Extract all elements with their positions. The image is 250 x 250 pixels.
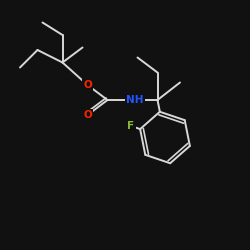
Text: O: O bbox=[83, 80, 92, 90]
Text: O: O bbox=[83, 110, 92, 120]
Text: NH: NH bbox=[126, 95, 144, 105]
Text: F: F bbox=[127, 121, 134, 131]
